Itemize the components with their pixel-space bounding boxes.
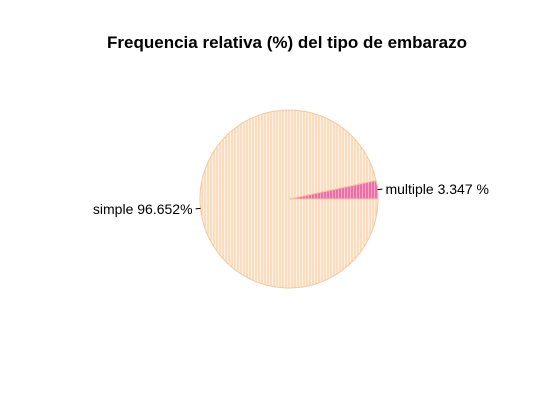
chart-title: Frequencia relativa (%) del tipo de emba… (107, 33, 467, 52)
pie-labels: multiple 3.347 % simple 96.652% (93, 181, 489, 217)
pie-slices (199, 109, 379, 289)
pie-label-tick-simple (195, 207, 201, 210)
pie-slice-simple (199, 109, 379, 289)
pie-label-tick-multiple (377, 188, 383, 191)
pie-label-simple: simple 96.652% (93, 201, 193, 217)
pie-label-multiple: multiple 3.347 % (385, 181, 489, 197)
